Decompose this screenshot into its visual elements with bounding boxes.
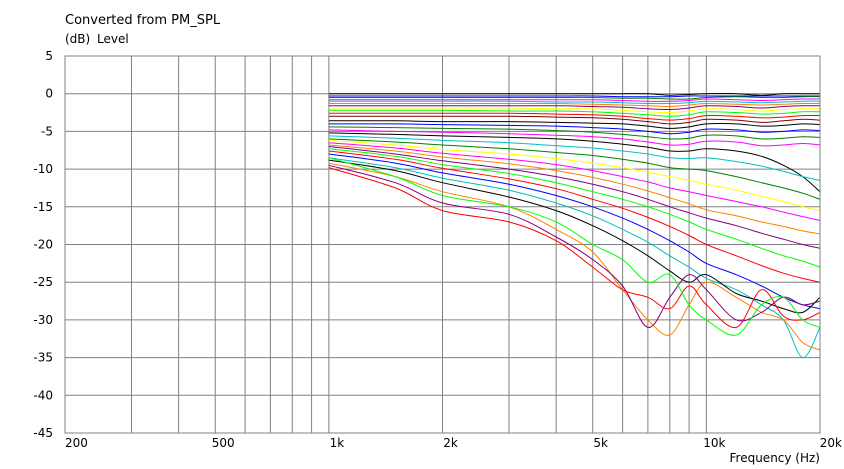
series-line-11 [328,115,821,125]
series-line-1 [328,93,820,96]
y-tick-label: -15 [33,200,53,214]
x-tick-label: 500 [212,436,235,450]
series-line-18 [328,138,821,200]
series-line-26 [328,157,821,359]
series-line-20 [328,142,821,221]
y-tick-label: -45 [33,426,53,440]
x-tick-label: 10k [703,436,725,450]
plot-frame [64,55,821,434]
y-tick-label: -30 [33,313,53,327]
series-line-19 [328,139,821,212]
x-tick-label: 200 [65,436,88,450]
x-tick-label: 20k [820,436,842,450]
chart-title: Converted from PM_SPL [65,13,221,28]
series-lines [328,93,821,359]
series-line-10 [328,112,821,121]
series-line-6 [328,102,821,108]
series-line-4 [328,98,821,102]
series-line-17 [328,135,821,181]
y-tick-label: -25 [33,275,53,289]
x-tick-label: 1k [330,436,345,450]
series-line-28 [328,162,821,351]
x-tick-label: 2k [443,436,458,450]
series-line-7 [328,105,821,111]
y-axis-label: Level [97,32,129,46]
y-tick-label: -35 [33,351,53,365]
y-tick-label: -10 [33,162,53,176]
x-axis-label: Frequency (Hz) [730,451,821,465]
y-tick-label: -5 [41,124,53,138]
y-tick-label: -20 [33,238,53,252]
series-line-29 [328,164,821,328]
y-tick-label: 0 [45,87,53,101]
x-tick-label: 5k [593,436,608,450]
y-tick-label: 5 [45,49,53,63]
series-line-12 [328,120,821,129]
series-line-14 [328,126,821,140]
series-line-25 [328,153,821,310]
series-line-23 [328,148,821,268]
series-line-21 [328,144,821,235]
y-tick-label: -40 [33,388,53,402]
series-line-5 [328,100,821,105]
series-line-24 [328,150,821,283]
series-line-8 [328,107,821,114]
series-line-31 [328,157,821,336]
series-line-3 [328,96,821,100]
y-axis-unit: (dB) [65,32,90,46]
series-line-9 [328,109,821,117]
tick-labels: 5 0 -5 -10 -15 -20 -25 -30 -35 -40 -45 200 500 1k 2k 5k… [33,49,842,450]
series-line-2 [328,95,820,98]
series-line-15 [328,129,821,147]
series-line-16 [328,132,821,193]
series-line-30 [328,167,821,328]
series-line-13 [328,123,821,135]
series-line-22 [328,146,821,249]
